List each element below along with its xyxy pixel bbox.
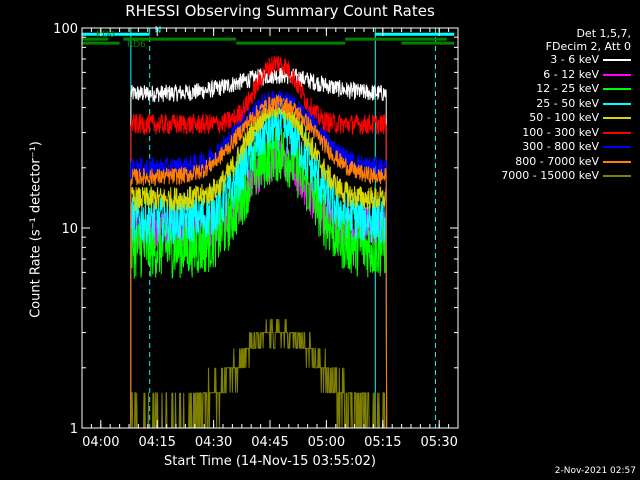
series-line-5 <box>130 56 388 428</box>
legend-swatch-1 <box>603 73 631 76</box>
legend-label-1: 6 - 12 keV <box>543 67 599 81</box>
legend-label-7: 800 - 7000 keV <box>515 154 599 168</box>
legend-label-5: 100 - 300 keV <box>522 125 599 139</box>
series-line-8 <box>130 318 387 428</box>
legend-entry-3: 25 - 50 keV <box>480 97 635 111</box>
y-tick-label-0: 1 <box>70 422 78 437</box>
legend-swatch-2 <box>603 88 631 90</box>
x-axis-label: Start Time (14-Nov-15 03:55:02) <box>164 454 376 469</box>
series-line-2 <box>130 121 388 428</box>
legend-entry-8: 7000 - 15000 keV <box>480 169 635 183</box>
annotation-layer: N RD0 RD6 <box>82 25 455 50</box>
y-tick-label-1: 10 <box>61 222 78 237</box>
legend-label-0: 3 - 6 keV <box>550 53 599 66</box>
legend-entry-6: 300 - 800 keV <box>480 140 635 154</box>
x-tick-label-4: 05:00 <box>308 435 345 450</box>
legend-swatch-6 <box>603 146 631 148</box>
annotation-label-2: RD6 <box>127 40 146 50</box>
legend-swatch-0 <box>603 59 631 61</box>
legend-header-line-2: FDecim 2, Att 0 <box>545 40 631 53</box>
y-axis-label: Count Rate (s⁻¹ detector⁻¹) <box>28 141 44 318</box>
legend-entry-4: 50 - 100 keV <box>480 111 635 125</box>
legend-label-3: 25 - 50 keV <box>536 96 599 110</box>
legend-label-2: 12 - 25 keV <box>536 82 599 95</box>
legend-entry-5: 100 - 300 keV <box>480 126 635 140</box>
series-line-4 <box>130 97 388 428</box>
legend-entry-2: 12 - 25 keV <box>480 82 635 96</box>
legend-header-line-1: Det 1,5,7, <box>576 27 631 40</box>
legend-entry-1: 6 - 12 keV <box>480 68 635 82</box>
series-layer <box>82 28 436 428</box>
series-line-7 <box>130 94 388 428</box>
legend-swatch-8 <box>603 175 631 177</box>
x-tick-label-3: 04:45 <box>251 435 288 450</box>
legend-entry-0: 3 - 6 keV <box>480 53 635 67</box>
legend-label-4: 50 - 100 keV <box>529 111 599 124</box>
annotation-label-1: RD0 <box>96 30 115 40</box>
y-tick-label-2: 100 <box>53 22 78 37</box>
series-line-3 <box>130 103 388 428</box>
legend-swatch-3 <box>603 102 631 105</box>
legend-label-8: 7000 - 15000 keV <box>501 169 599 182</box>
x-tick-label-0: 04:00 <box>82 435 119 450</box>
x-tick-label-5: 05:15 <box>364 435 401 450</box>
annotation-label-0: N <box>155 25 162 35</box>
legend-label-6: 300 - 800 keV <box>522 140 599 153</box>
chart-title: RHESSI Observing Summary Count Rates <box>125 2 435 20</box>
x-tick-label-6: 05:30 <box>420 435 457 450</box>
x-tick-label-1: 04:15 <box>138 435 175 450</box>
axes: 1 10 100 04:00 04:15 04:30 04:45 05:00 05:15 05:3… <box>53 22 459 450</box>
x-tick-label-2: 04:30 <box>195 435 232 450</box>
legend-swatch-5 <box>603 131 631 134</box>
footer-date: 2-Nov-2021 02:57 <box>554 466 636 476</box>
series-line-6 <box>130 89 388 428</box>
legend-entry-7: 800 - 7000 keV <box>480 155 635 169</box>
legend-swatch-4 <box>603 117 631 119</box>
legend-swatch-7 <box>603 160 631 163</box>
